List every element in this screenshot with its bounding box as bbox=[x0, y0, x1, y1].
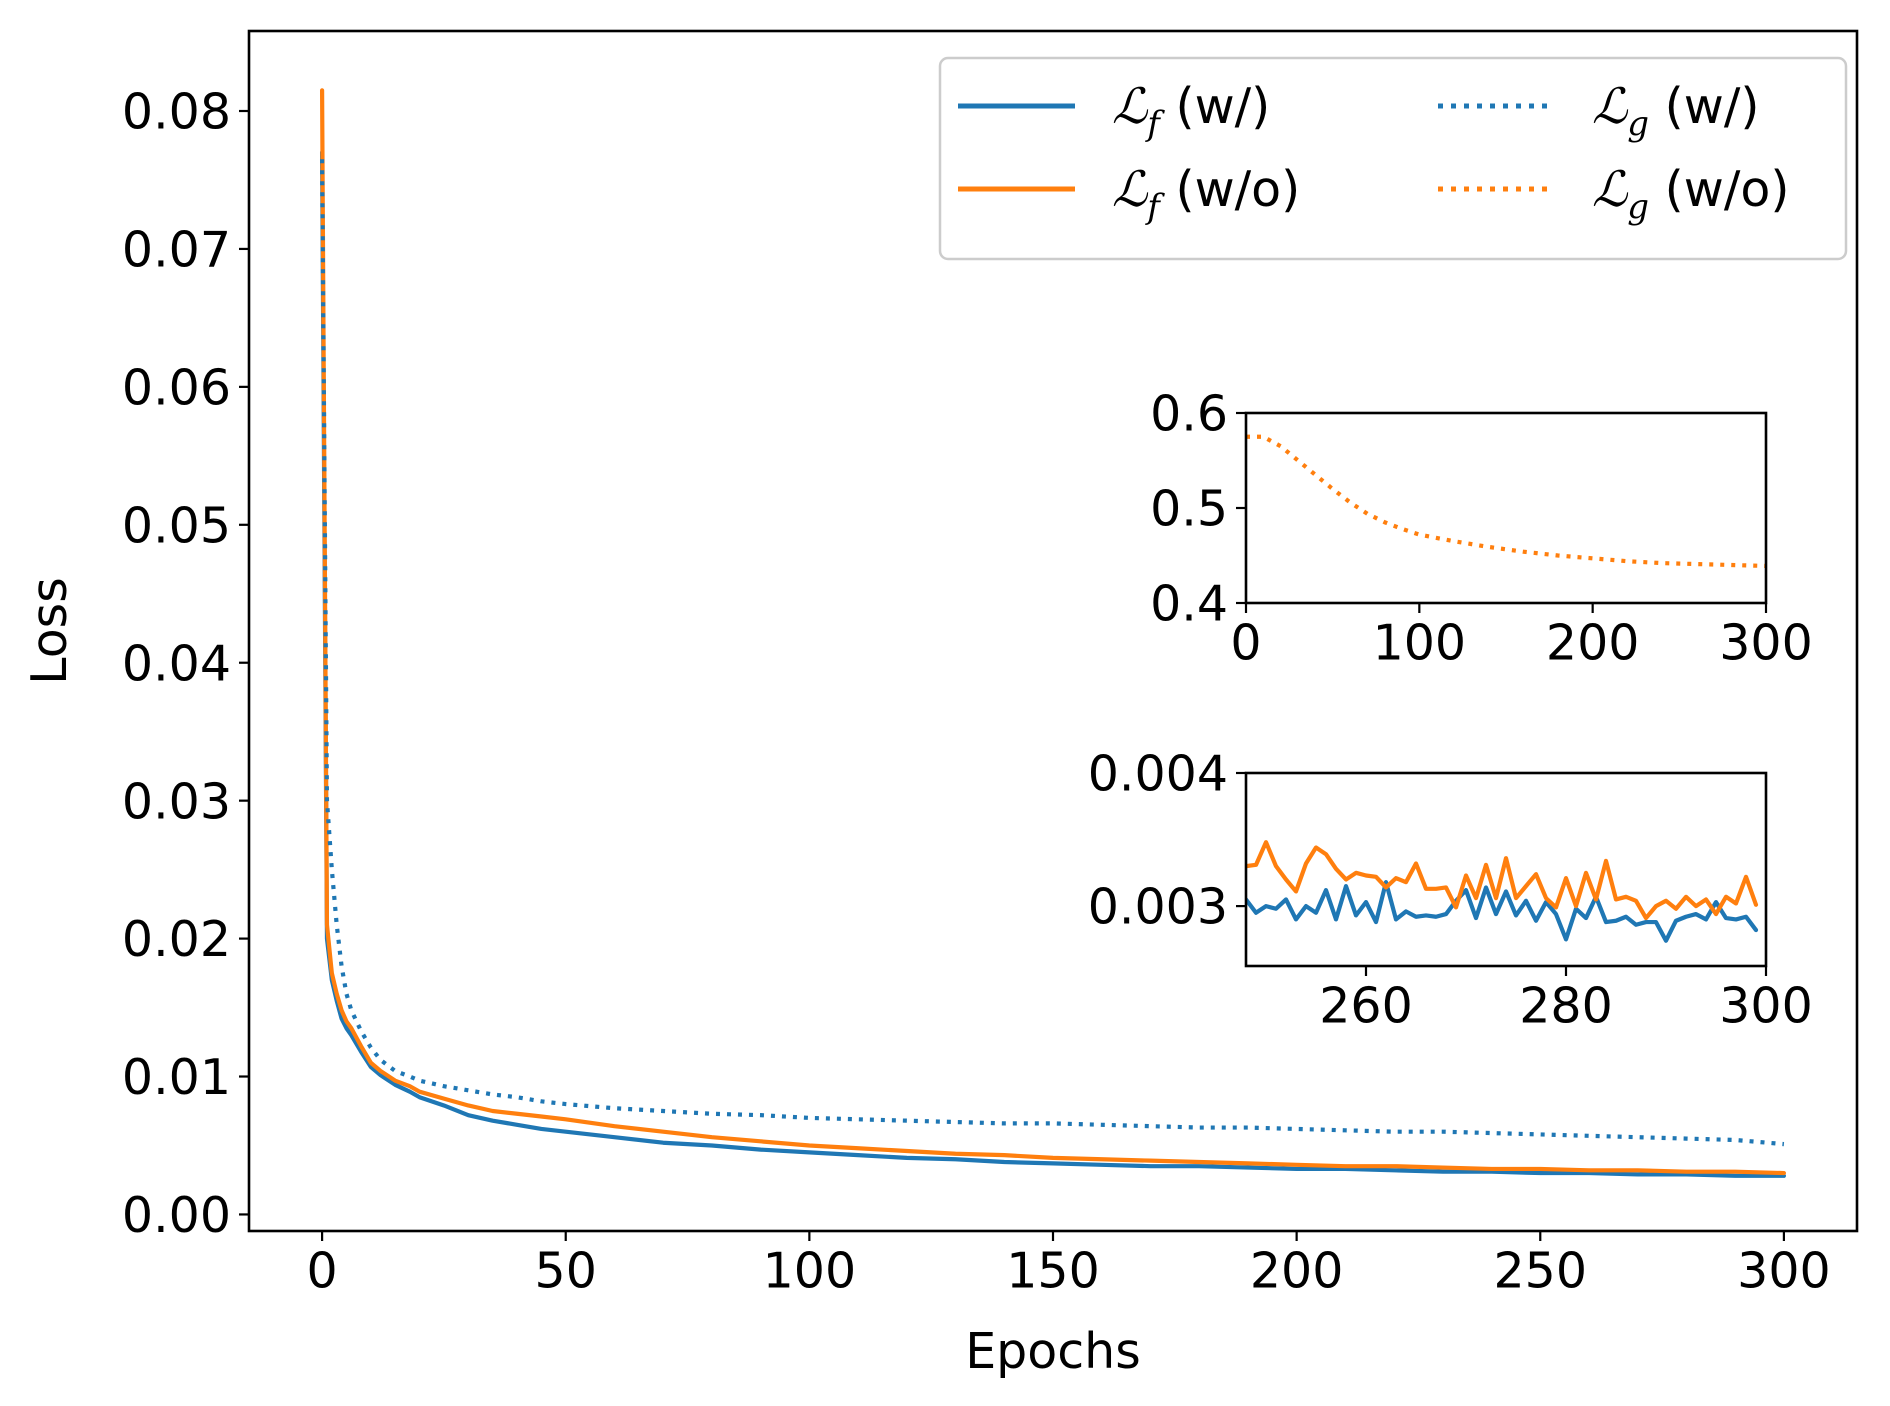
inset-bottom-y-ticks: 0.003 0.004 bbox=[1088, 746, 1246, 936]
legend-label-lg-w: ℒg (w/) bbox=[1592, 78, 1759, 144]
inset-top-y-tick-label: 0.6 bbox=[1150, 386, 1228, 443]
inset-bottom-x-tick-label: 280 bbox=[1519, 978, 1613, 1035]
legend-suffix-lg-wo: (w/o) bbox=[1649, 161, 1789, 218]
legend-entry-lg-w: ℒg (w/) bbox=[1438, 78, 1759, 144]
main-y-tick-label: 0.01 bbox=[122, 1049, 231, 1106]
legend-sub-lg-wo: g bbox=[1627, 187, 1649, 227]
main-x-tick-label: 300 bbox=[1737, 1243, 1831, 1300]
legend-sub-lg-w: g bbox=[1627, 104, 1649, 144]
inset-top-y-ticks: 0.4 0.5 0.6 bbox=[1150, 386, 1246, 633]
main-x-tick-label: 200 bbox=[1250, 1243, 1344, 1300]
main-x-tick-label: 50 bbox=[535, 1243, 597, 1300]
legend-script-lg-w: ℒ bbox=[1592, 78, 1629, 135]
main-x-tick-label: 100 bbox=[763, 1243, 857, 1300]
legend-label-lf-w: ℒf (w/) bbox=[1112, 78, 1270, 144]
legend-suffix-lf-wo: (w/o) bbox=[1160, 161, 1300, 218]
inset-top-plot-area bbox=[1246, 434, 1766, 569]
main-y-tick-label: 0.05 bbox=[122, 497, 231, 554]
inset-top-x-tick-label: 300 bbox=[1719, 615, 1813, 672]
inset-bottom-y-tick-label: 0.004 bbox=[1088, 746, 1228, 803]
inset-top-x-tick-label: 200 bbox=[1546, 615, 1640, 672]
legend-entry-lf-w: ℒf (w/) bbox=[958, 78, 1270, 144]
legend-label-lg-wo: ℒg (w/o) bbox=[1592, 161, 1789, 227]
main-x-tick-label: 150 bbox=[1006, 1243, 1100, 1300]
inset-bottom-x-tick-label: 300 bbox=[1719, 978, 1813, 1035]
main-plot-area bbox=[319, 88, 1787, 1178]
inset-bottom-series-group bbox=[1246, 840, 1759, 943]
main-y-tick-label: 0.07 bbox=[122, 222, 231, 279]
legend-suffix-lf-w: (w/) bbox=[1160, 78, 1270, 135]
main-y-tick-label: 0.04 bbox=[122, 635, 231, 692]
y-axis-label: Loss bbox=[21, 577, 78, 684]
inset-top-series-lg-w-o-dotted bbox=[1246, 434, 1766, 569]
inset-bottom-frame bbox=[1244, 771, 1768, 968]
inset-top-background bbox=[1246, 413, 1766, 603]
inset-top-series-group bbox=[1246, 434, 1766, 569]
x-axis-label: Epochs bbox=[965, 1323, 1141, 1380]
inset-top-y-tick-label: 0.4 bbox=[1150, 576, 1228, 633]
inset-bottom-x-tick-label: 260 bbox=[1319, 978, 1413, 1035]
inset-bottom-y-tick-label: 0.003 bbox=[1088, 879, 1228, 936]
main-y-tick-label: 0.00 bbox=[122, 1187, 231, 1244]
legend: ℒf (w/) ℒg (w/) ℒf (w/o) ℒg (w/o) bbox=[938, 56, 1848, 261]
main-x-tick-label: 250 bbox=[1494, 1243, 1588, 1300]
main-y-tick-label: 0.02 bbox=[122, 911, 231, 968]
inset-top-x-tick-label: 100 bbox=[1373, 615, 1467, 672]
main-y-tick-label: 0.03 bbox=[122, 773, 231, 830]
main-series-lf-w-o-solid bbox=[319, 88, 1787, 1176]
inset-top-x-ticks: 0 100 200 300 bbox=[1230, 603, 1813, 672]
inset-bottom-plot-area bbox=[1246, 840, 1759, 943]
legend-script-lg-wo: ℒ bbox=[1592, 161, 1629, 218]
legend-suffix-lg-w: (w/) bbox=[1649, 78, 1759, 135]
inset-top-x-tick-label: 0 bbox=[1230, 615, 1261, 672]
main-y-ticks: 0.00 0.01 0.02 0.03 0.04 0.05 0.06 0.07 0.08 bbox=[122, 84, 249, 1244]
legend-entry-lf-wo: ℒf (w/o) bbox=[958, 161, 1300, 227]
main-x-tick-label: 0 bbox=[306, 1243, 337, 1300]
main-series-lg-w-dotted bbox=[319, 159, 1785, 1147]
main-y-tick-label: 0.06 bbox=[122, 360, 231, 417]
main-series-group bbox=[319, 88, 1787, 1178]
inset-bottom-series-lf-w-o-solid bbox=[1246, 840, 1759, 921]
inset-bottom-series-lf-w-solid bbox=[1246, 880, 1759, 943]
legend-entry-lg-wo: ℒg (w/o) bbox=[1438, 161, 1789, 227]
main-y-tick-label: 0.08 bbox=[122, 84, 231, 141]
legend-frame bbox=[938, 56, 1848, 261]
legend-script-lf-wo: ℒ bbox=[1112, 161, 1149, 218]
legend-script-lf-w: ℒ bbox=[1112, 78, 1149, 135]
inset-bottom-x-ticks: 260 280 300 bbox=[1319, 966, 1813, 1035]
inset-top-y-tick-label: 0.5 bbox=[1150, 481, 1228, 538]
legend-label-lf-wo: ℒf (w/o) bbox=[1112, 161, 1300, 227]
main-x-ticks: 0 50 100 150 200 250 300 bbox=[306, 1231, 1831, 1300]
main-series-lf-w-solid bbox=[319, 150, 1787, 1178]
inset-bottom-background bbox=[1246, 773, 1766, 966]
